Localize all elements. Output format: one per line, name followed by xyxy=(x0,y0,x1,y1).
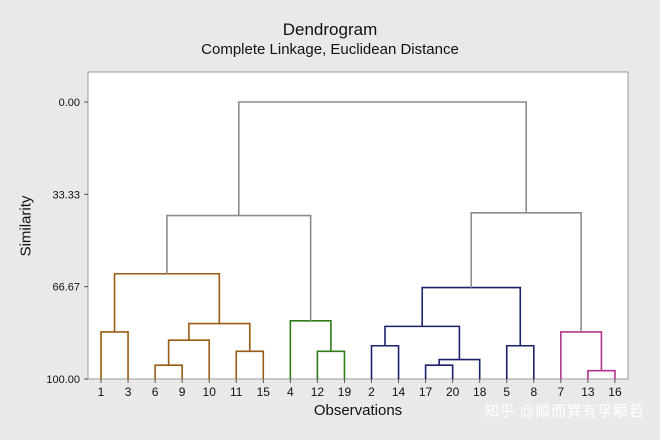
chart-subtitle: Complete Linkage, Euclidean Distance xyxy=(201,41,459,58)
x-tick-label: 13 xyxy=(581,385,595,399)
x-tick-label: 20 xyxy=(446,385,460,399)
watermark: 知乎 @顺而巽有孚颙若 xyxy=(484,403,644,420)
x-tick-label: 9 xyxy=(179,385,186,399)
x-tick-label: 5 xyxy=(503,385,510,399)
x-tick-label: 1 xyxy=(98,385,105,399)
x-tick-label: 3 xyxy=(125,385,132,399)
y-tick-label: 33.33 xyxy=(52,189,80,201)
x-tick-label: 2 xyxy=(368,385,375,399)
x-tick-label: 15 xyxy=(257,385,271,399)
plot-frame xyxy=(87,71,629,380)
x-tick-label: 10 xyxy=(203,385,217,399)
dendrogram-link xyxy=(237,101,527,216)
x-tick-label: 19 xyxy=(338,385,352,399)
y-axis-label: Similarity xyxy=(17,195,35,257)
y-tick-label: 100.00 xyxy=(46,374,80,386)
x-axis-label: Observations xyxy=(313,402,403,419)
x-tick-label: 4 xyxy=(287,385,294,399)
y-tick-label: 66.67 xyxy=(52,282,80,294)
x-tick-label: 7 xyxy=(558,385,565,399)
x-tick-label: 8 xyxy=(530,385,537,399)
x-tick-label: 18 xyxy=(473,385,487,399)
x-tick-label: 14 xyxy=(392,385,406,399)
x-tick-label: 12 xyxy=(311,385,325,399)
x-tick-label: 11 xyxy=(230,385,243,399)
x-tick-label: 6 xyxy=(152,385,159,399)
y-tick-label: 0.00 xyxy=(59,97,80,109)
x-tick-label: 17 xyxy=(419,385,433,399)
x-tick-label: 16 xyxy=(608,385,622,399)
chart-title: Dendrogram xyxy=(282,20,378,39)
